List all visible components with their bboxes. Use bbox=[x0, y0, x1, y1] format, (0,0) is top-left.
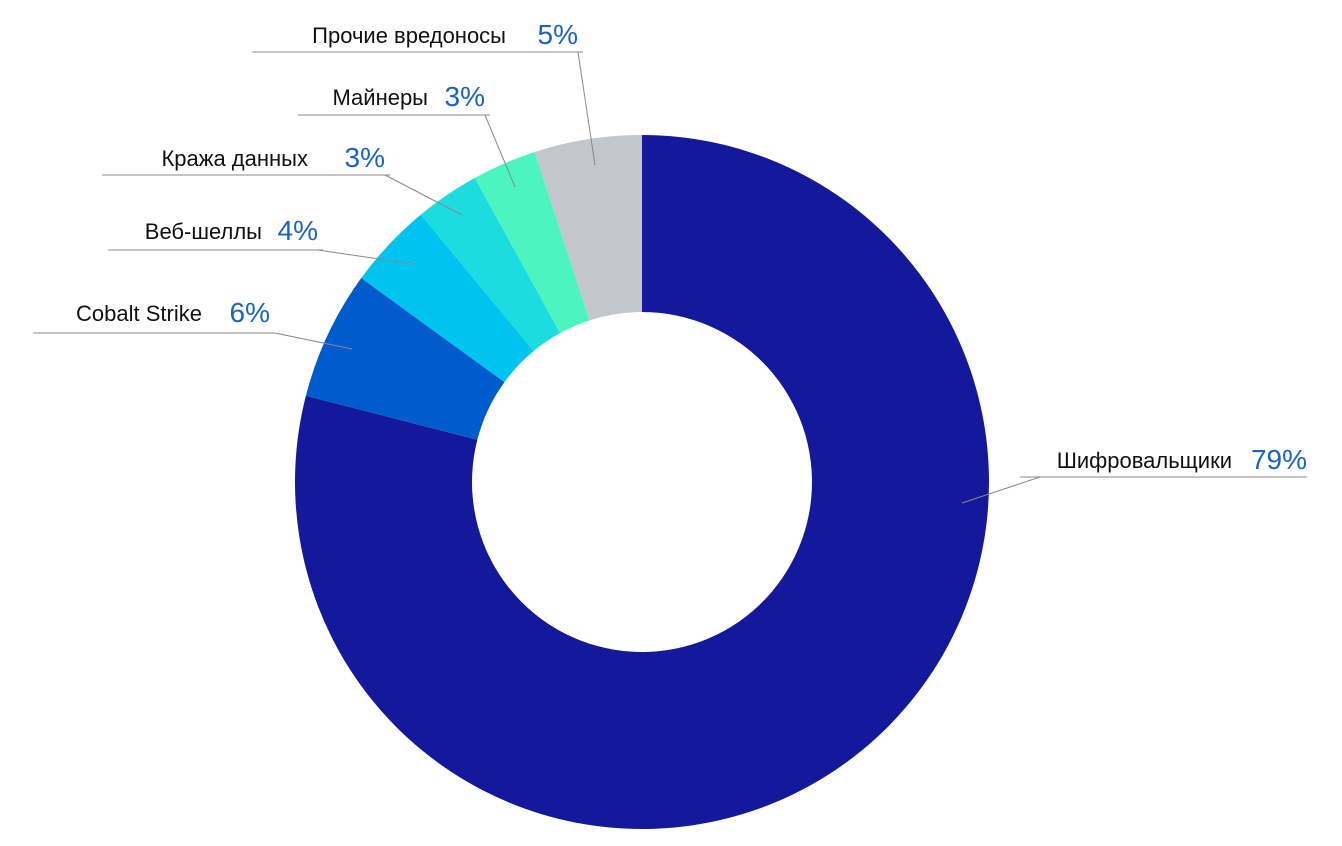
donut-segment bbox=[420, 177, 561, 352]
category-label: Майнеры bbox=[332, 85, 428, 110]
donut-segment bbox=[474, 151, 590, 334]
donut-segment bbox=[361, 214, 534, 383]
category-label: Шифровальщики bbox=[1057, 448, 1232, 473]
category-label: Веб-шеллы bbox=[145, 219, 262, 244]
donut-segment bbox=[295, 135, 990, 830]
value-label: 4% bbox=[278, 215, 318, 246]
leader-line bbox=[108, 249, 414, 265]
value-label: 3% bbox=[345, 142, 385, 173]
leader-line bbox=[252, 51, 596, 166]
leader-line bbox=[102, 174, 463, 216]
value-label: 79% bbox=[1251, 444, 1307, 475]
category-label: Прочие вредоносы bbox=[312, 23, 506, 48]
leader-line bbox=[33, 332, 353, 350]
value-label: 6% bbox=[230, 297, 270, 328]
donut-segment bbox=[305, 278, 505, 440]
category-label: Cobalt Strike bbox=[76, 301, 202, 326]
donut-segment bbox=[534, 135, 642, 321]
leader-line bbox=[298, 114, 516, 188]
value-label: 3% bbox=[445, 81, 485, 112]
value-label: 5% bbox=[538, 19, 578, 50]
category-label: Кража данных bbox=[161, 146, 308, 171]
leader-line bbox=[961, 476, 1307, 504]
